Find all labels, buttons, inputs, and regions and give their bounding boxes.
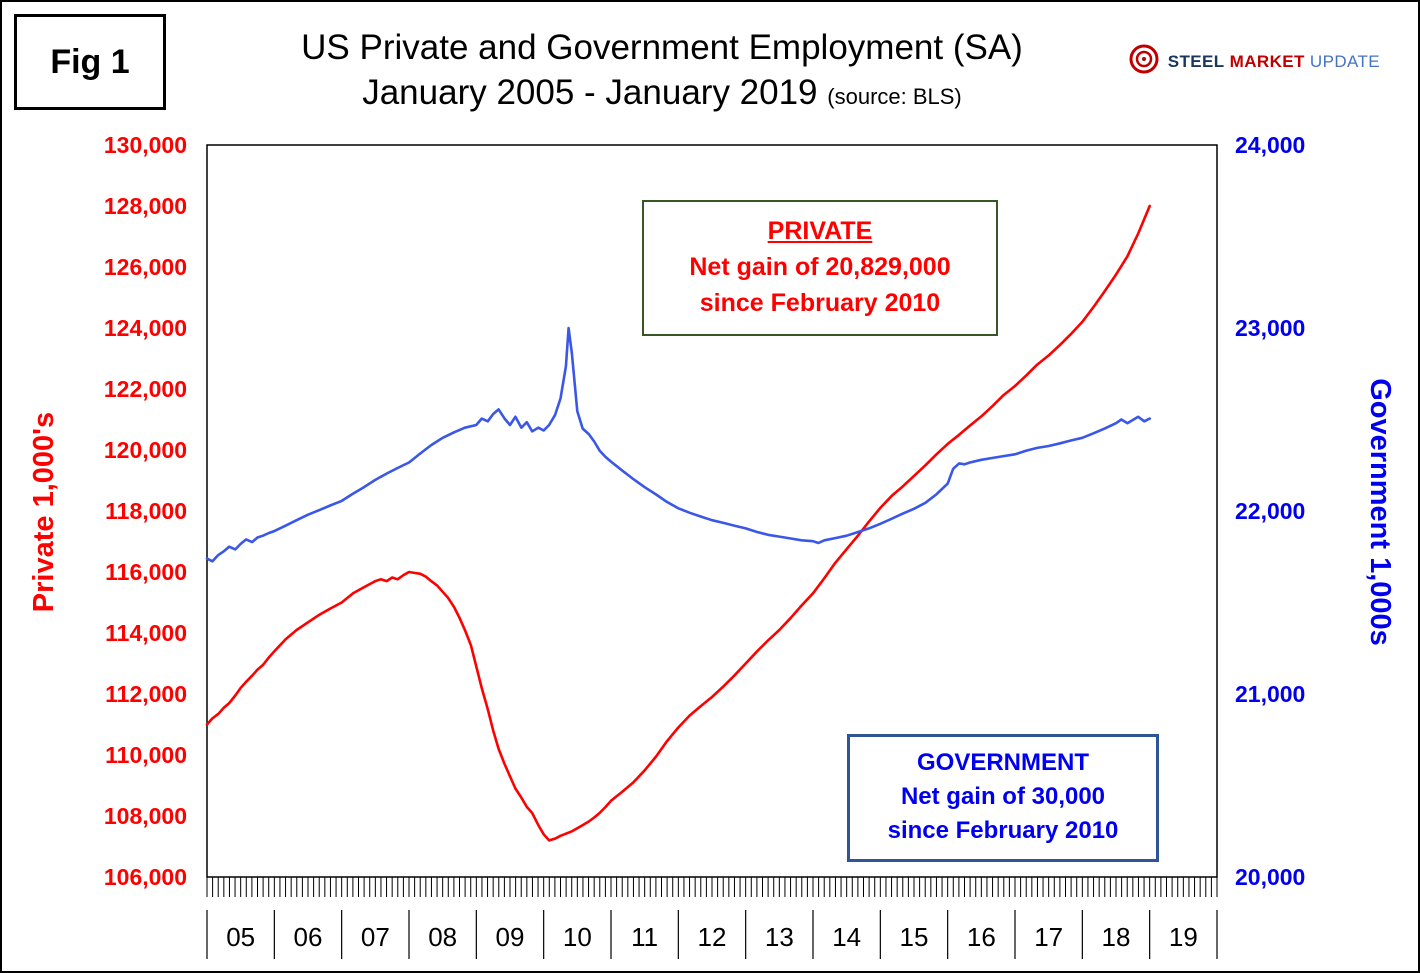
year-label: 12 xyxy=(698,922,727,952)
government-series-line xyxy=(205,326,1151,563)
fig-number-label: Fig 1 xyxy=(50,42,130,81)
year-label: 05 xyxy=(226,922,255,952)
year-label: 19 xyxy=(1169,922,1198,952)
government-annotation-box: GOVERNMENT Net gain of 30,000 since Febr… xyxy=(847,734,1159,862)
left-axis-tick-label: 128,000 xyxy=(104,193,187,219)
government-annotation-line1: Net gain of 30,000 xyxy=(900,783,1106,810)
year-label: 17 xyxy=(1034,922,1063,952)
right-axis-tick-label: 22,000 xyxy=(1235,498,1305,524)
logo-word-market: MARKET xyxy=(1229,51,1305,71)
year-label: 14 xyxy=(832,922,861,952)
left-axis-tick-label: 116,000 xyxy=(105,559,187,585)
left-axis-tick-label: 108,000 xyxy=(104,803,187,829)
left-axis-tick-label: 110,000 xyxy=(105,742,187,768)
chart-subtitle: January 2005 - January 2019 xyxy=(362,73,818,112)
private-annotation-line2: since February 2010 xyxy=(699,289,941,317)
left-axis-tick-labels: 106,000 108,000 110,000 112,000 114,000 116,0… xyxy=(104,132,187,890)
private-annotation-line1: Net gain of 20,829,000 xyxy=(689,253,951,281)
government-annotation-heading: GOVERNMENT xyxy=(916,749,1089,776)
year-label: 18 xyxy=(1102,922,1131,952)
left-axis-tick-label: 114,000 xyxy=(105,620,187,646)
chart-subtitle-line: January 2005 - January 2019 (source: BLS… xyxy=(212,70,1112,120)
year-label: 16 xyxy=(967,922,996,952)
private-annotation-box: PRIVATE Net gain of 20,829,000 since Feb… xyxy=(642,200,998,336)
right-axis-tick-label: 23,000 xyxy=(1235,315,1305,341)
left-axis-tick-label: 118,000 xyxy=(105,498,187,524)
government-annotation-line2: since February 2010 xyxy=(887,817,1119,844)
steel-coil-icon xyxy=(1127,42,1161,81)
year-label: 07 xyxy=(361,922,390,952)
private-series-line xyxy=(205,204,1151,842)
private-annotation-heading: PRIVATE xyxy=(767,217,873,245)
left-axis-tick-label: 120,000 xyxy=(104,437,187,463)
right-axis-tick-labels: 20,000 21,000 22,000 23,000 24,000 xyxy=(1235,132,1305,890)
year-label: 08 xyxy=(428,922,457,952)
left-axis-tick-label: 122,000 xyxy=(104,376,187,402)
left-axis-tick-label: 126,000 xyxy=(104,254,187,280)
right-axis-tick-label: 21,000 xyxy=(1235,681,1305,707)
x-axis-minor-ticks xyxy=(206,877,1218,897)
left-axis-tick-label: 130,000 xyxy=(104,132,187,158)
fig-number-box: Fig 1 xyxy=(14,14,166,110)
steel-market-update-logo: STEEL MARKET UPDATE xyxy=(1127,42,1380,81)
title-block: US Private and Government Employment (SA… xyxy=(212,26,1112,120)
year-label: 09 xyxy=(496,922,525,952)
left-axis-tick-label: 106,000 xyxy=(104,864,187,890)
year-label: 11 xyxy=(631,922,658,952)
chart-title: US Private and Government Employment (SA… xyxy=(301,28,1023,67)
year-label: 13 xyxy=(765,922,794,952)
logo-word-steel: STEEL xyxy=(1167,51,1225,71)
source-note: (source: BLS) xyxy=(827,84,962,109)
year-label: 10 xyxy=(563,922,592,952)
right-axis-tick-label: 20,000 xyxy=(1235,864,1305,890)
logo-text: STEEL MARKET UPDATE xyxy=(1168,52,1380,72)
x-axis-year-labels: 05 06 07 08 09 10 11 12 13 14 15 16 17 18 19 xyxy=(206,910,1218,959)
year-label: 15 xyxy=(900,922,929,952)
year-label: 06 xyxy=(294,922,323,952)
right-axis-tick-label: 24,000 xyxy=(1235,132,1305,158)
left-axis-tick-label: 124,000 xyxy=(104,315,187,341)
logo-word-update: UPDATE xyxy=(1309,51,1380,71)
left-axis-tick-label: 112,000 xyxy=(105,681,187,707)
